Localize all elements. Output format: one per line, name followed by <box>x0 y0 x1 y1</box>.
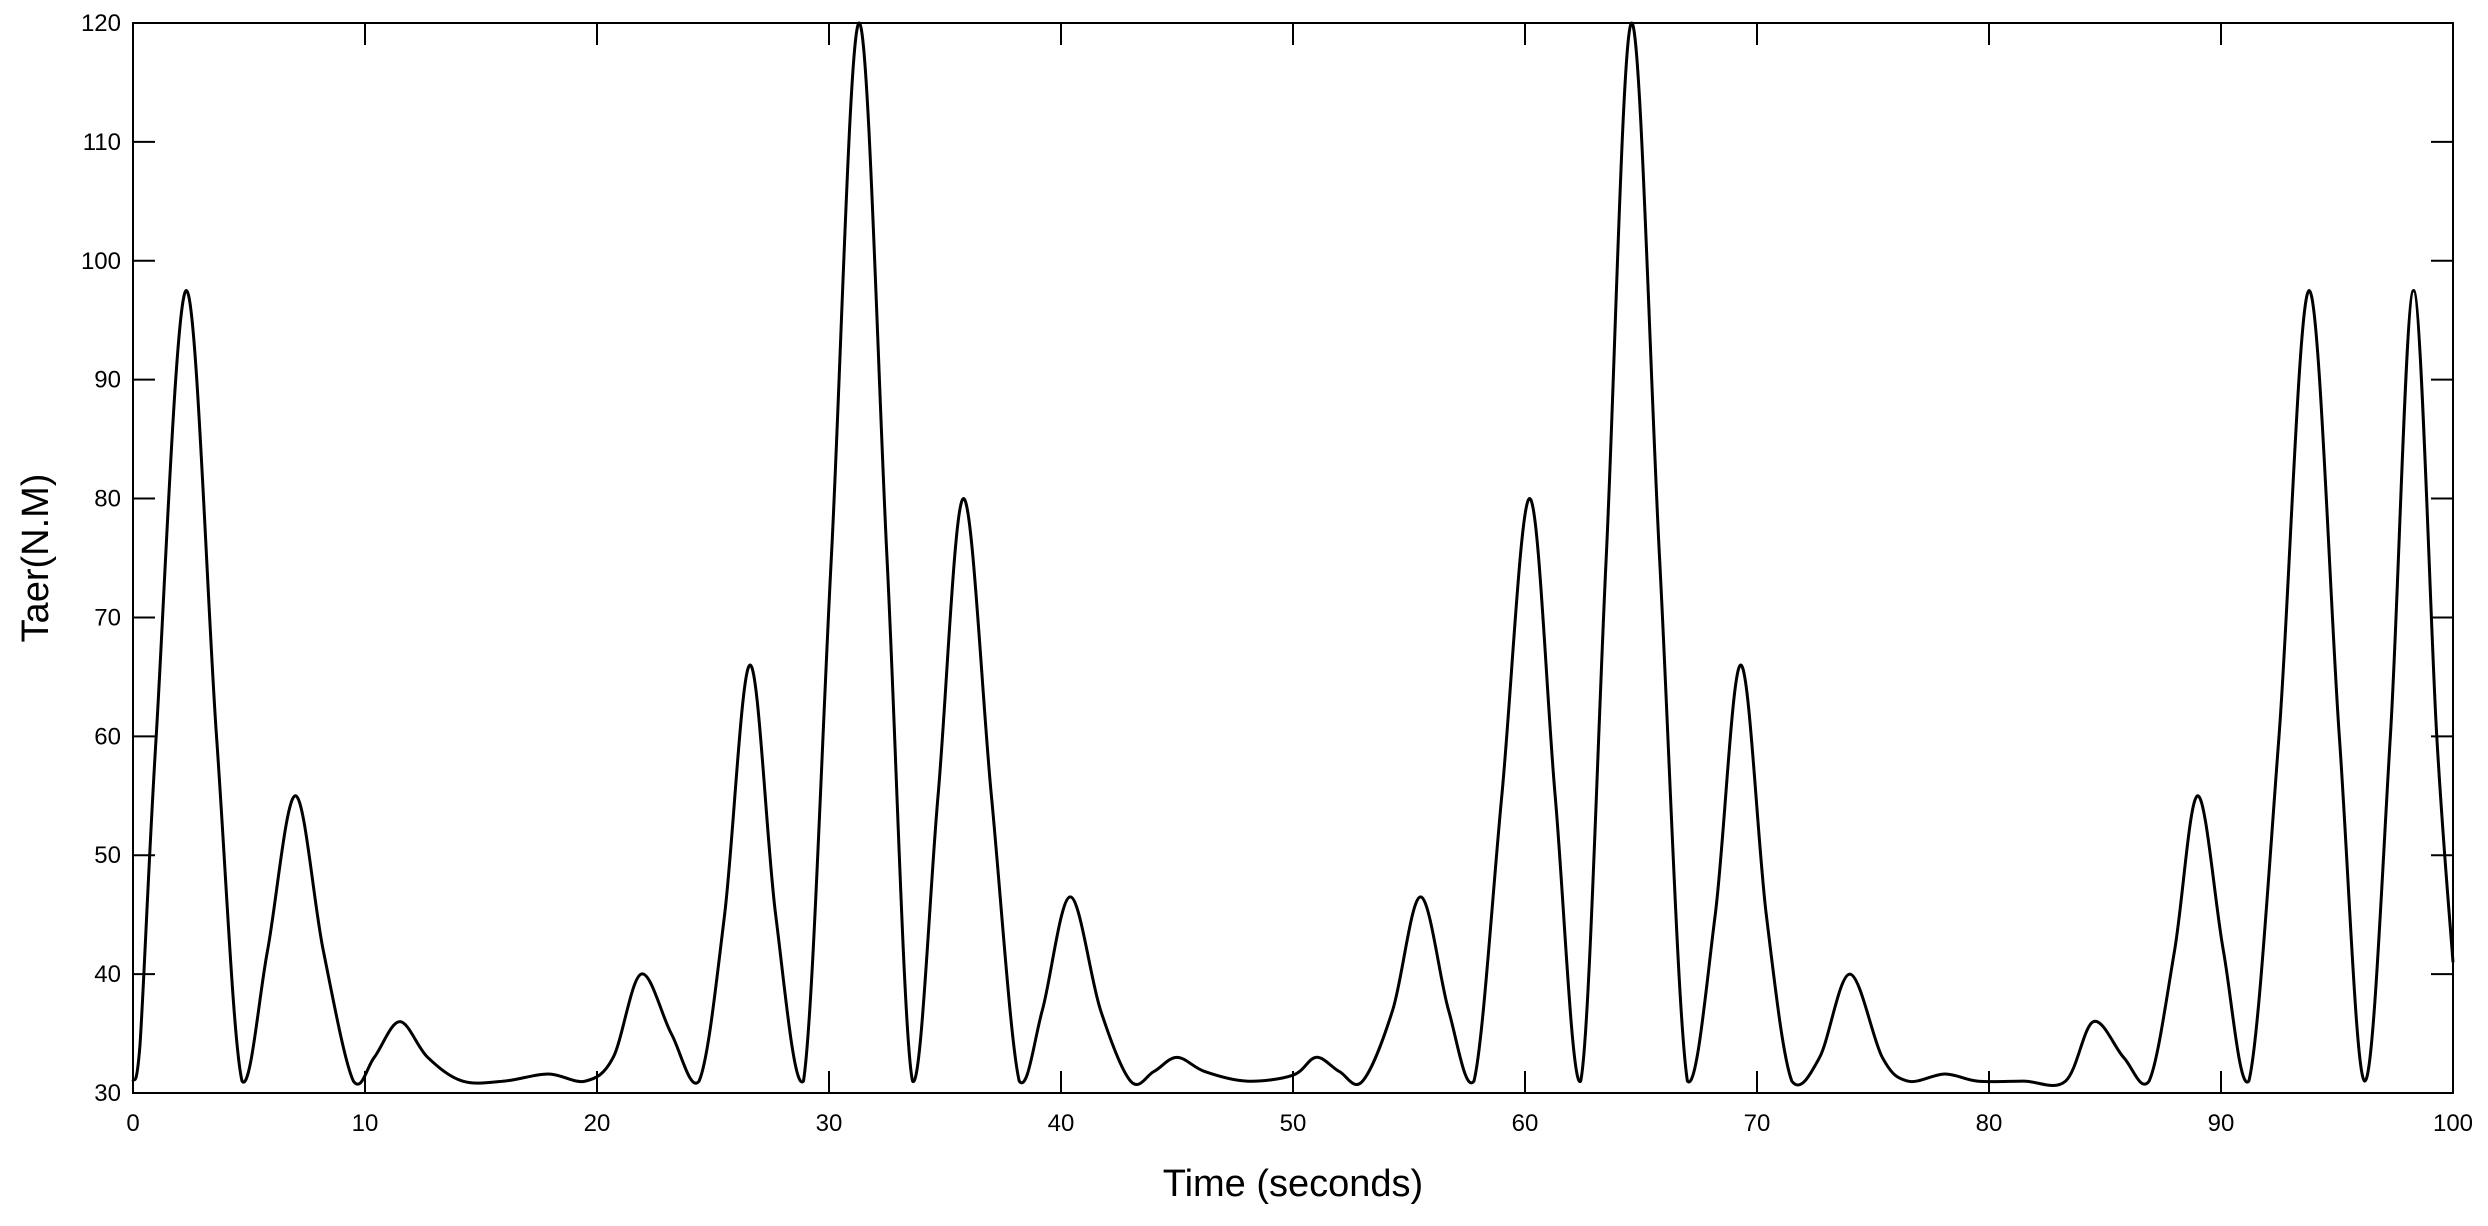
x-tick-label: 80 <box>1976 1110 2003 1137</box>
series-line <box>131 21 2455 1087</box>
y-tick-label: 120 <box>81 10 121 37</box>
y-tick-label: 50 <box>94 842 121 869</box>
x-tick-label: 50 <box>1280 1110 1307 1137</box>
x-tick-label: 100 <box>2433 1110 2473 1137</box>
x-ticks: 0 10 20 30 40 50 60 70 80 90 100 <box>126 23 2473 1137</box>
x-tick-label: 90 <box>2208 1110 2235 1137</box>
x-tick-label: 30 <box>816 1110 843 1137</box>
x-tick-label: 0 <box>126 1110 139 1137</box>
y-tick-label: 70 <box>94 604 121 631</box>
x-tick-label: 60 <box>1512 1110 1539 1137</box>
y-tick-label: 40 <box>94 961 121 988</box>
y-tick-label: 30 <box>94 1080 121 1107</box>
x-tick-label: 10 <box>352 1110 379 1137</box>
y-tick-label: 100 <box>81 248 121 275</box>
y-tick-label: 60 <box>94 723 121 750</box>
y-tick-label: 80 <box>94 486 121 513</box>
x-tick-label: 20 <box>584 1110 611 1137</box>
x-axis-label: Time (seconds) <box>1163 1163 1423 1205</box>
x-tick-label: 70 <box>1744 1110 1771 1137</box>
y-tick-label: 90 <box>94 367 121 394</box>
y-tick-label: 110 <box>83 129 121 156</box>
y-ticks: 30 40 50 60 70 80 90 100 110 120 <box>81 10 2453 1107</box>
x-tick-label: 40 <box>1048 1110 1075 1137</box>
plot-area <box>132 22 2454 1094</box>
y-axis-label: Taer(N.M) <box>15 474 57 643</box>
